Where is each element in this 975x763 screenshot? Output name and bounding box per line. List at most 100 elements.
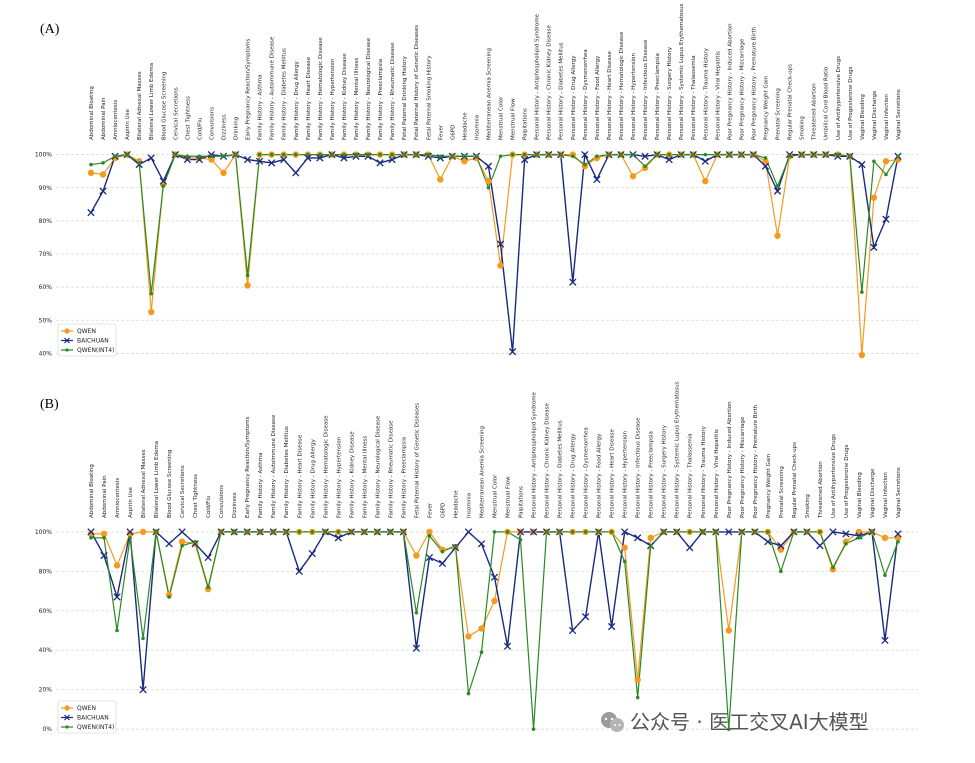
panel-label: (B) bbox=[40, 397, 59, 412]
data-point bbox=[570, 530, 575, 534]
x-tick-label: Convulsions bbox=[219, 485, 225, 518]
data-point bbox=[426, 528, 433, 536]
data-point bbox=[342, 152, 346, 157]
data-point bbox=[855, 532, 863, 540]
data-point bbox=[894, 530, 902, 538]
x-tick-label: Dizziness bbox=[221, 114, 227, 140]
y-tick-label: 60% bbox=[39, 608, 53, 615]
x-tick-label: Poor Pregnancy History - Induced Abortio… bbox=[727, 401, 733, 518]
data-point bbox=[687, 530, 692, 534]
data-point bbox=[505, 530, 510, 534]
x-tick-label: Vaginal Secretions bbox=[896, 467, 902, 518]
data-point bbox=[137, 161, 141, 165]
data-point bbox=[883, 573, 887, 578]
data-point bbox=[740, 530, 744, 534]
data-point bbox=[258, 530, 263, 534]
data-point bbox=[354, 152, 358, 157]
series-line bbox=[91, 531, 899, 730]
data-point bbox=[702, 177, 709, 185]
legend-label: QWEN(INT4) bbox=[77, 347, 114, 354]
data-point bbox=[462, 154, 467, 159]
legend-box bbox=[57, 700, 117, 734]
x-tick-label: Prenatal Screening bbox=[779, 466, 785, 518]
x-tick-label: Smoking bbox=[800, 116, 806, 140]
data-point bbox=[99, 187, 107, 195]
data-point bbox=[402, 152, 406, 157]
x-tick-label: Cold/Flu bbox=[197, 118, 203, 140]
data-point bbox=[336, 530, 341, 534]
x-tick-label: Family History - Preeclampsia bbox=[378, 59, 384, 140]
x-tick-label: Insomnia bbox=[466, 493, 472, 518]
data-point bbox=[792, 530, 796, 534]
x-tick-label: Vaginal Infection bbox=[884, 94, 890, 140]
data-point bbox=[437, 176, 444, 183]
y-tick-label: 60% bbox=[39, 284, 53, 291]
x-tick-label: Poor Pregnancy History - Premature Birth bbox=[751, 26, 757, 140]
data-point bbox=[881, 636, 889, 645]
data-point bbox=[461, 158, 468, 165]
x-tick-label: Family History - Asthma bbox=[258, 75, 264, 141]
data-point bbox=[316, 154, 324, 162]
x-tick-label: Menstrual Flow bbox=[511, 98, 517, 140]
x-tick-label: Bilateral Adnexal Masses bbox=[137, 71, 143, 140]
data-point bbox=[197, 154, 202, 159]
data-point bbox=[522, 152, 527, 157]
data-point bbox=[161, 184, 166, 188]
x-tick-label: Convulsions bbox=[209, 107, 215, 140]
data-point bbox=[195, 155, 204, 164]
x-tick-label: Personal History - Surgery History bbox=[667, 46, 673, 140]
data-point bbox=[464, 528, 473, 536]
x-tick-label: Family History - Heart Disease bbox=[297, 434, 303, 518]
data-point bbox=[629, 172, 637, 180]
data-point bbox=[139, 686, 147, 694]
data-point bbox=[490, 573, 499, 581]
data-point bbox=[243, 155, 252, 164]
x-tick-label: Use of Progesterone Drugs bbox=[844, 444, 850, 518]
data-point bbox=[281, 152, 286, 157]
x-tick-label: Personal History - Chronic Kidney Diseas… bbox=[547, 24, 553, 140]
x-tick-label: Threatened Abortion bbox=[812, 83, 818, 141]
x-tick-label: Fetal Paternal Drinking History bbox=[402, 55, 408, 140]
x-tick-label: Personal History - Drug Allergy bbox=[571, 433, 577, 518]
data-point bbox=[178, 528, 186, 536]
x-tick-label: Family History - Drug Allergy bbox=[294, 60, 300, 140]
data-point bbox=[622, 559, 627, 564]
data-point bbox=[465, 633, 472, 640]
data-point bbox=[787, 154, 792, 159]
x-tick-label: Personal History - Hypertension bbox=[623, 431, 629, 518]
data-point bbox=[271, 530, 276, 534]
data-point bbox=[413, 552, 420, 559]
data-point bbox=[766, 530, 770, 534]
data-point bbox=[173, 152, 178, 157]
data-point bbox=[401, 530, 406, 534]
data-point bbox=[87, 530, 95, 538]
x-tick-label: Family History - Hematologic Disease bbox=[318, 37, 324, 140]
data-point bbox=[478, 625, 485, 632]
data-point bbox=[185, 154, 190, 159]
wechat-icon bbox=[601, 712, 624, 732]
data-point bbox=[453, 543, 458, 548]
x-tick-label: Family History - Autoimmune Disease bbox=[270, 36, 276, 140]
data-point bbox=[593, 175, 601, 184]
y-tick-label: 40% bbox=[39, 350, 53, 357]
x-tick-label: Personal History - Diabetes Mellitus bbox=[559, 42, 565, 140]
data-point bbox=[474, 154, 479, 159]
legend-label: QWEN bbox=[77, 328, 96, 335]
data-point bbox=[607, 622, 616, 631]
y-tick-label: 90% bbox=[39, 185, 53, 192]
x-tick-label: Blood Glucose Screening bbox=[161, 72, 167, 140]
data-point bbox=[113, 154, 117, 159]
data-point bbox=[221, 154, 226, 159]
x-tick-label: Personal History - Systemic Lupus Erythe… bbox=[675, 381, 681, 518]
data-point bbox=[679, 152, 683, 157]
data-point bbox=[635, 695, 640, 700]
data-point bbox=[193, 539, 197, 544]
x-tick-label: Personal History - Heart Disease bbox=[610, 429, 616, 518]
x-tick-label: Fetal Paternal Smoking History bbox=[426, 55, 432, 140]
data-point bbox=[425, 553, 434, 562]
data-point bbox=[857, 536, 861, 540]
x-tick-label: Blood Glucose Screening bbox=[167, 450, 173, 518]
data-point bbox=[128, 536, 132, 540]
data-point bbox=[378, 152, 382, 157]
